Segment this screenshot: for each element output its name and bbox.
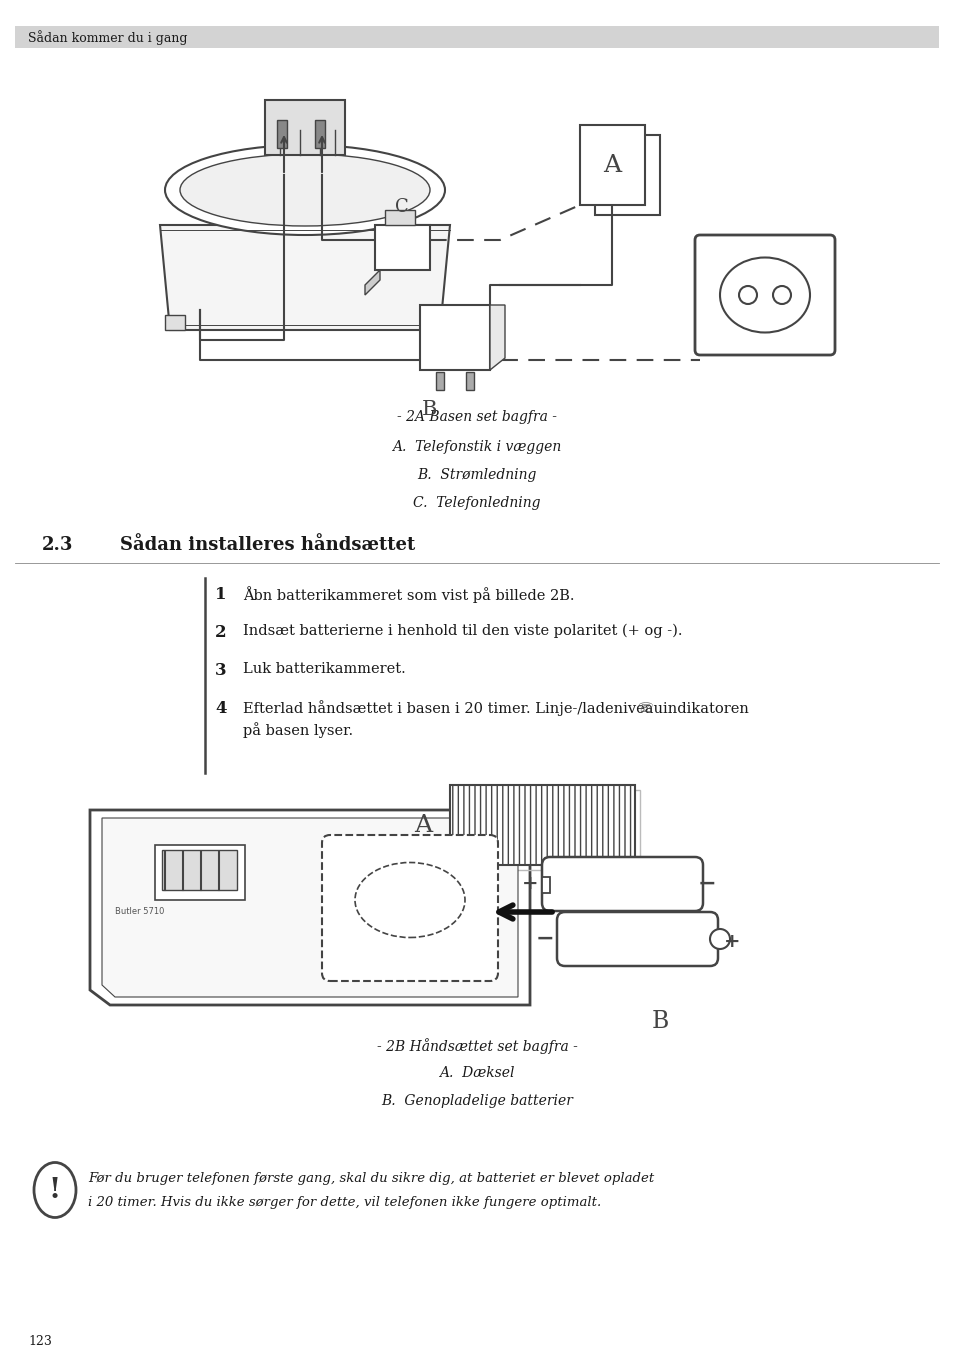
Text: −: − (697, 873, 716, 894)
Ellipse shape (34, 1162, 76, 1217)
Text: A.  Telefonstik i væggen: A. Telefonstik i væggen (392, 440, 561, 454)
Text: C: C (395, 199, 409, 216)
Ellipse shape (165, 145, 444, 235)
Text: 3: 3 (214, 662, 227, 680)
Text: - 2A Basen set bagfra -: - 2A Basen set bagfra - (396, 409, 557, 424)
Circle shape (772, 286, 790, 304)
FancyBboxPatch shape (557, 912, 718, 966)
Text: +: + (521, 875, 537, 893)
Text: Sådan installeres håndsættet: Sådan installeres håndsættet (120, 536, 415, 554)
Bar (265, 100, 345, 155)
Text: 123: 123 (28, 1335, 51, 1348)
Bar (314, 120, 325, 149)
Text: B.  Genopladelige batterier: B. Genopladelige batterier (380, 1094, 573, 1108)
Text: B: B (422, 400, 437, 419)
Bar (276, 120, 287, 149)
Bar (436, 372, 443, 390)
Text: Efterlad håndsættet i basen i 20 timer. Linje-/ladeniveauindikatoren: Efterlad håndsættet i basen i 20 timer. … (243, 700, 748, 716)
Text: −: − (536, 928, 554, 950)
Bar (579, 126, 644, 205)
Text: Luk batterikammeret.: Luk batterikammeret. (243, 662, 405, 676)
Bar (450, 785, 635, 865)
Text: Indsæt batterierne i henhold til den viste polaritet (+ og -).: Indsæt batterierne i henhold til den vis… (243, 624, 681, 639)
Polygon shape (102, 817, 517, 997)
Bar (154, 844, 245, 900)
Bar (595, 135, 659, 215)
Bar (375, 226, 430, 270)
Polygon shape (90, 811, 530, 1005)
Text: Før du bruger telefonen første gang, skal du sikre dig, at batteriet er blevet o: Før du bruger telefonen første gang, ska… (88, 1173, 654, 1185)
Text: C.  Telefonledning: C. Telefonledning (413, 496, 540, 509)
Text: B.  Strømledning: B. Strømledning (416, 467, 537, 482)
Text: Sådan kommer du i gang: Sådan kommer du i gang (28, 30, 188, 45)
Bar (455, 790, 639, 870)
Bar (162, 850, 236, 890)
Text: 2.3: 2.3 (42, 536, 73, 554)
Text: +: + (723, 934, 740, 951)
Text: 4: 4 (214, 700, 226, 717)
Text: !: ! (49, 1177, 61, 1204)
Text: på basen lyser.: på basen lyser. (243, 721, 353, 738)
Polygon shape (365, 270, 379, 295)
Circle shape (709, 929, 729, 948)
FancyBboxPatch shape (541, 857, 702, 911)
Text: 2: 2 (214, 624, 227, 640)
Text: i 20 timer. Hvis du ikke sørger for dette, vil telefonen ikke fungere optimalt.: i 20 timer. Hvis du ikke sørger for dett… (88, 1196, 600, 1209)
Circle shape (739, 286, 757, 304)
FancyBboxPatch shape (695, 235, 834, 355)
Text: ☏: ☏ (637, 703, 653, 715)
Bar (15, 26, 938, 49)
Polygon shape (490, 305, 504, 370)
Text: Åbn batterikammeret som vist på billede 2B.: Åbn batterikammeret som vist på billede … (243, 586, 574, 603)
Ellipse shape (720, 258, 809, 332)
Text: B: B (651, 1011, 668, 1034)
FancyBboxPatch shape (322, 835, 497, 981)
Bar (385, 209, 415, 226)
Text: A.  Dæksel: A. Dæksel (438, 1066, 515, 1079)
Ellipse shape (180, 154, 430, 226)
Text: 1: 1 (214, 586, 226, 603)
Bar (465, 372, 474, 390)
Bar (419, 305, 490, 370)
Bar (165, 315, 185, 330)
Text: Butler 5710: Butler 5710 (115, 908, 165, 916)
Text: A: A (414, 813, 432, 836)
Text: A: A (602, 154, 620, 177)
Polygon shape (160, 226, 450, 330)
Bar (541, 877, 550, 893)
Bar (424, 315, 444, 330)
Text: - 2B Håndsættet set bagfra -: - 2B Håndsættet set bagfra - (376, 1038, 577, 1054)
